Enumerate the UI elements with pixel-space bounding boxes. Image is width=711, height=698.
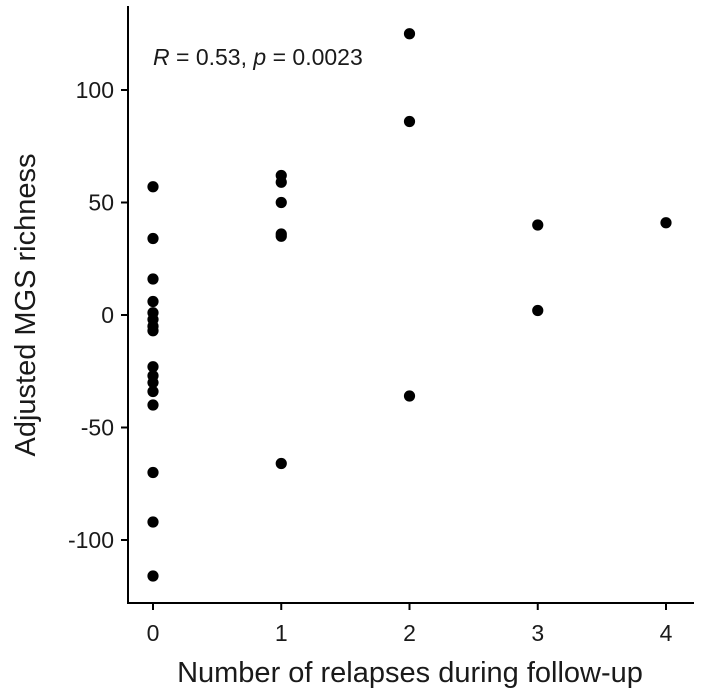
data-point (275, 457, 287, 470)
x-tick-label: 0 (147, 620, 160, 646)
data-point (147, 385, 159, 398)
data-point (147, 361, 159, 373)
x-axis-title: Number of relapses during follow-up (177, 657, 643, 689)
annotation-p-text: = 0.0023 (266, 44, 363, 70)
data-point (147, 181, 159, 193)
data-point (403, 28, 416, 40)
data-point (275, 196, 287, 209)
x-tick-label: 3 (531, 620, 544, 646)
data-point (147, 516, 159, 528)
data-point (147, 466, 159, 479)
correlation-annotation: R = 0.53, p = 0.0023 (153, 44, 363, 70)
data-point (403, 115, 416, 128)
data-point (147, 376, 159, 389)
data-point (147, 232, 159, 245)
data-point (532, 219, 544, 231)
annotation-r-symbol: R (153, 44, 170, 70)
x-tick-label: 4 (660, 620, 673, 646)
y-tick-label: 100 (76, 77, 114, 103)
y-axis-title: Adjusted MGS richness (10, 153, 42, 456)
data-point (532, 304, 544, 317)
data-point (147, 295, 159, 308)
points-layer (147, 28, 672, 582)
x-axis-ticks: 0 1 2 3 4 (147, 603, 673, 646)
data-point (147, 325, 159, 337)
y-tick-label: 0 (101, 302, 114, 328)
data-point (147, 570, 159, 582)
y-tick-label: 50 (88, 190, 114, 216)
y-axis-ticks: -100 -50 0 50 100 (68, 77, 128, 553)
y-tick-label: -100 (68, 527, 114, 553)
y-tick-label: -50 (81, 415, 114, 441)
data-point (275, 230, 287, 242)
annotation-p-symbol: p (252, 44, 266, 70)
data-point (275, 176, 287, 188)
data-point (403, 390, 416, 402)
x-tick-label: 2 (403, 620, 416, 646)
annotation-r-text: = 0.53, (170, 44, 254, 70)
data-point (147, 399, 159, 411)
data-point (147, 273, 159, 285)
data-point (660, 217, 672, 229)
x-tick-label: 1 (275, 620, 288, 646)
